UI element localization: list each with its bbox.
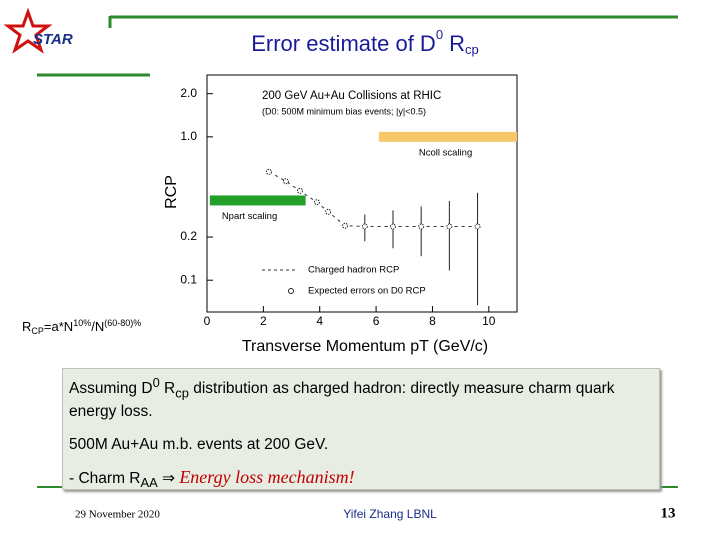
legend-label: Charged hadron RCP (308, 265, 399, 276)
point (297, 187, 303, 194)
slide-title: Error estimate of D0 Rcp (251, 27, 479, 57)
x-tick-label: 6 (373, 314, 380, 328)
text: Assuming D (69, 380, 153, 398)
formula-part: =a*N (44, 319, 73, 334)
highlight: Energy loss mechanism! (179, 467, 355, 488)
point (325, 208, 332, 215)
legend-label: Expected errors on D0 RCP (308, 286, 426, 297)
point (313, 199, 320, 206)
point (266, 168, 272, 175)
y-tick-label: 1.0 (180, 129, 197, 143)
scaling-band (209, 195, 306, 206)
footer-date: 29 November 2020 (75, 509, 160, 521)
point (361, 223, 368, 230)
point (342, 222, 349, 229)
formula-part: R (22, 319, 31, 334)
text: R (159, 380, 176, 398)
band-label: Ncoll scaling (419, 147, 472, 158)
paragraph: Assuming D0 Rcp distribution as charged … (69, 373, 653, 421)
y-axis-label: RCP (163, 175, 180, 209)
logo-star (3, 7, 53, 54)
x-axis-label: Transverse Momentum pT (GeV/c) (242, 338, 488, 355)
formula-part: /N (91, 319, 104, 334)
formula-sub: CP (31, 326, 44, 336)
formula-sup: 10% (73, 318, 91, 328)
paragraph: 500M Au+Au m.b. events at 200 GeV. (69, 436, 329, 454)
logo-text: STAR (33, 31, 73, 48)
x-tick-label: 0 (204, 314, 211, 328)
chart-title: 200 GeV Au+Au Collisions at RHIC (262, 90, 441, 102)
chart-subtitle: (D0: 500M minimum bias events; |y|<0.5) (262, 106, 426, 116)
point (474, 223, 481, 230)
point (390, 223, 396, 230)
formula: RCP=a*N10%/N(60-80)% (22, 318, 141, 336)
scaling-band (378, 131, 517, 142)
x-tick-label: 2 (260, 314, 267, 328)
y-tick-label: 0.1 (180, 272, 197, 286)
text: - Charm R (69, 470, 141, 488)
x-tick-label: 4 (316, 314, 323, 328)
title-sup: 0 (436, 27, 443, 42)
title-sub: cp (465, 42, 479, 57)
text: ⇒ (157, 470, 180, 488)
point (446, 223, 453, 230)
sup: 0 (152, 375, 160, 390)
title-part: Error estimate of D (251, 31, 436, 56)
x-tick-label: 8 (429, 314, 436, 328)
y-tick-label: 2.0 (180, 86, 197, 100)
plot: 0.1 0.2 1.0 2.0 0 2 4 6 8 10 Transverse Momentum p… (163, 74, 518, 355)
plot-frame (206, 74, 518, 313)
text: distribution as charged hadron: directly… (69, 380, 615, 421)
paragraph: - Charm RAA ⇒ Energy loss mechanism! (69, 468, 653, 492)
point (418, 223, 425, 230)
band-label: Npart scaling (222, 211, 277, 222)
point (282, 178, 289, 185)
y-tick-label: 0.2 (180, 229, 197, 243)
formula-sup: (60-80)% (104, 318, 141, 328)
title-part: R (443, 31, 465, 56)
x-tick-label: 10 (482, 314, 496, 328)
footer-author: Yifei Zhang LBNL (343, 507, 437, 521)
page-number: 13 (661, 505, 676, 521)
legend-marker (288, 288, 294, 294)
sub: AA (140, 475, 158, 491)
sub: cp (175, 385, 189, 401)
text-box: Assuming D0 Rcp distribution as charged … (62, 368, 660, 490)
